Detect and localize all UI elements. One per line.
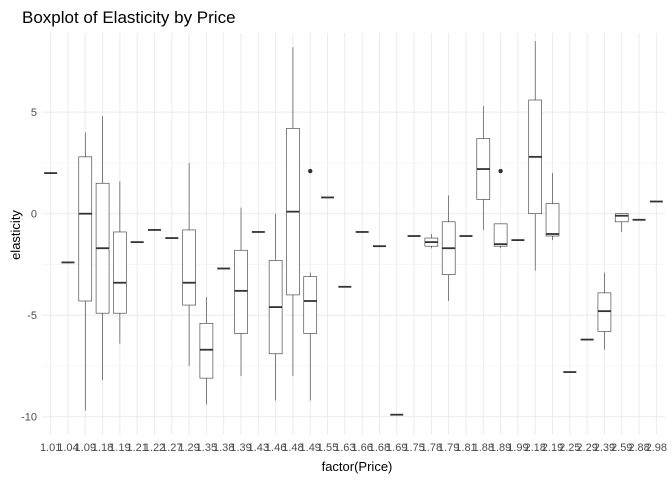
x-tick-label: 2.98 (646, 442, 667, 454)
y-tick-labels: -10 -5 0 5 (21, 107, 37, 424)
x-tick-label: 1.69 (386, 442, 407, 454)
box-1.49 (303, 168, 318, 401)
outlier-point (308, 168, 313, 174)
box-body (614, 213, 629, 223)
outlier-point (498, 168, 503, 174)
x-tick-label: 1.01 (40, 442, 61, 454)
box-2.39 (597, 272, 612, 350)
box-2.19 (545, 173, 560, 241)
x-tick-label: 1.39 (230, 442, 251, 454)
box-1.09 (78, 132, 93, 411)
box-1.46 (268, 213, 283, 401)
x-tick-label: 1.43 (248, 442, 269, 454)
box-2.59 (614, 213, 629, 232)
box-body (113, 231, 127, 314)
box-body (493, 223, 508, 247)
x-tick-label: 2.59 (611, 442, 632, 454)
x-tick-labels: 1.011.041.091.181.191.211.221.271.291.35… (40, 442, 667, 454)
x-tick-label: 2.18 (524, 442, 545, 454)
x-tick-label: 1.75 (403, 442, 424, 454)
box-body (78, 156, 93, 302)
box-1.29 (182, 162, 196, 366)
x-tick-label: 1.99 (507, 442, 528, 454)
x-tick-label: 1.27 (161, 442, 182, 454)
box-body (545, 203, 560, 237)
y-axis-label: elasticity (8, 210, 23, 260)
gridlines (42, 33, 665, 435)
x-tick-label: 2.29 (576, 442, 597, 454)
x-tick-label: 1.22 (144, 442, 165, 454)
x-axis-label: factor(Price) (322, 459, 393, 474)
y-tick-label: -5 (27, 310, 37, 322)
x-tick-label: 1.48 (282, 442, 303, 454)
x-tick-label: 1.63 (334, 442, 355, 454)
box-1.88 (476, 106, 491, 230)
box-body (182, 229, 196, 306)
box-1.79 (441, 195, 456, 301)
box-1.78 (424, 234, 439, 249)
x-tick-label: 1.66 (351, 442, 372, 454)
x-tick-label: 2.25 (559, 442, 580, 454)
chart-title: Boxplot of Elasticity by Price (22, 8, 236, 27)
y-tick-label: 0 (31, 209, 37, 221)
box-body (597, 292, 612, 332)
x-tick-label: 2.88 (628, 442, 649, 454)
x-tick-label: 1.89 (490, 442, 511, 454)
box-body (199, 323, 214, 379)
x-tick-label: 1.46 (265, 442, 286, 454)
x-tick-label: 2.39 (594, 442, 615, 454)
box-body (303, 276, 318, 334)
box-1.89 (493, 168, 508, 249)
x-tick-label: 1.18 (92, 442, 113, 454)
x-tick-label: 1.68 (369, 442, 390, 454)
y-tick-label: -10 (21, 412, 37, 424)
x-tick-label: 1.04 (57, 442, 78, 454)
x-tick-label: 1.55 (317, 442, 338, 454)
box-2.18 (528, 41, 542, 271)
x-tick-label: 1.21 (126, 442, 147, 454)
box-1.48 (286, 47, 300, 377)
boxes (44, 41, 663, 416)
x-tick-label: 1.29 (178, 442, 199, 454)
y-tick-label: 5 (31, 107, 37, 119)
x-tick-label: 1.49 (300, 442, 321, 454)
box-1.19 (113, 181, 127, 344)
box-1.35 (199, 296, 214, 405)
x-tick-label: 1.78 (421, 442, 442, 454)
x-tick-label: 1.81 (455, 442, 476, 454)
x-tick-label: 1.88 (473, 442, 494, 454)
x-tick-label: 2.19 (542, 442, 563, 454)
box-1.39 (234, 207, 248, 377)
x-tick-label: 1.38 (213, 442, 234, 454)
box-1.18 (95, 116, 110, 381)
x-tick-label: 1.19 (109, 442, 130, 454)
x-tick-label: 1.09 (75, 442, 96, 454)
x-tick-label: 1.35 (196, 442, 217, 454)
box-body (234, 249, 248, 334)
x-tick-label: 1.79 (438, 442, 459, 454)
